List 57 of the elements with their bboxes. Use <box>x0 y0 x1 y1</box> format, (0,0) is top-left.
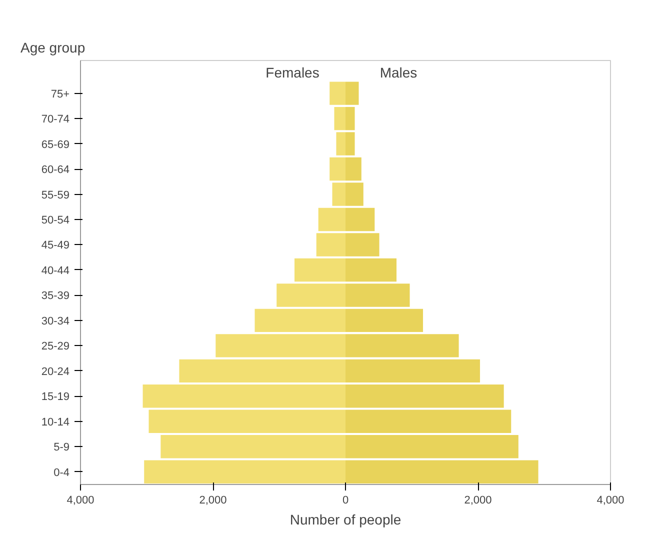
bar <box>346 157 362 181</box>
y-tick-label: 55-59 <box>41 189 70 202</box>
bar <box>346 308 424 332</box>
bar <box>332 182 346 206</box>
y-tick-label: 10-14 <box>41 416 70 428</box>
bar <box>334 106 346 130</box>
bar <box>346 258 397 282</box>
y-tick-label: 5-9 <box>54 442 70 454</box>
bar <box>216 334 346 358</box>
bar <box>346 82 359 105</box>
bar <box>346 334 459 358</box>
y-tick-label: 70-74 <box>41 114 70 126</box>
series-label: Males <box>380 64 418 81</box>
bar <box>316 233 346 256</box>
bar <box>276 284 346 307</box>
bar <box>346 460 538 484</box>
y-tick-label: 25-29 <box>41 340 70 353</box>
bar <box>346 208 375 232</box>
y-tick-label: 20-24 <box>41 366 70 378</box>
series-label: Females <box>266 64 320 81</box>
x-tick-label: 2,000 <box>464 494 492 506</box>
x-tick-label: 2,000 <box>199 494 227 506</box>
x-axis-title: Number of people <box>290 512 402 528</box>
bar <box>336 132 346 156</box>
bar <box>346 182 364 206</box>
bar <box>330 82 346 105</box>
y-tick-label: 45-49 <box>41 240 70 252</box>
y-tick-label: 35-39 <box>41 290 70 302</box>
x-tick-label: 0 <box>342 494 349 506</box>
y-tick-label: 50-54 <box>41 214 70 226</box>
y-tick-label: 65-69 <box>41 138 70 151</box>
bar <box>179 359 346 383</box>
bar <box>346 132 355 156</box>
y-tick-label: 15-19 <box>41 391 70 404</box>
y-tick-label: 40-44 <box>41 264 70 277</box>
y-tick-label: 30-34 <box>41 315 70 328</box>
bar <box>346 106 355 130</box>
y-axis-title: Age group <box>20 40 86 56</box>
x-tick-label: 4,000 <box>66 494 94 506</box>
bar <box>148 410 346 434</box>
bar <box>254 308 346 332</box>
bar <box>294 258 346 282</box>
bar <box>346 410 512 434</box>
bar <box>144 460 346 484</box>
bar <box>330 157 346 181</box>
bar <box>160 435 346 458</box>
bar <box>346 233 380 256</box>
y-tick-label: 75+ <box>50 88 70 100</box>
bar <box>346 284 410 307</box>
bar <box>346 384 504 408</box>
bar <box>318 208 346 232</box>
x-tick-label: 4,000 <box>596 494 624 506</box>
y-tick-label: 60-64 <box>41 164 70 176</box>
bar <box>346 435 518 458</box>
y-tick-label: 0-4 <box>54 466 70 479</box>
bar <box>142 384 346 408</box>
bar <box>346 359 480 383</box>
